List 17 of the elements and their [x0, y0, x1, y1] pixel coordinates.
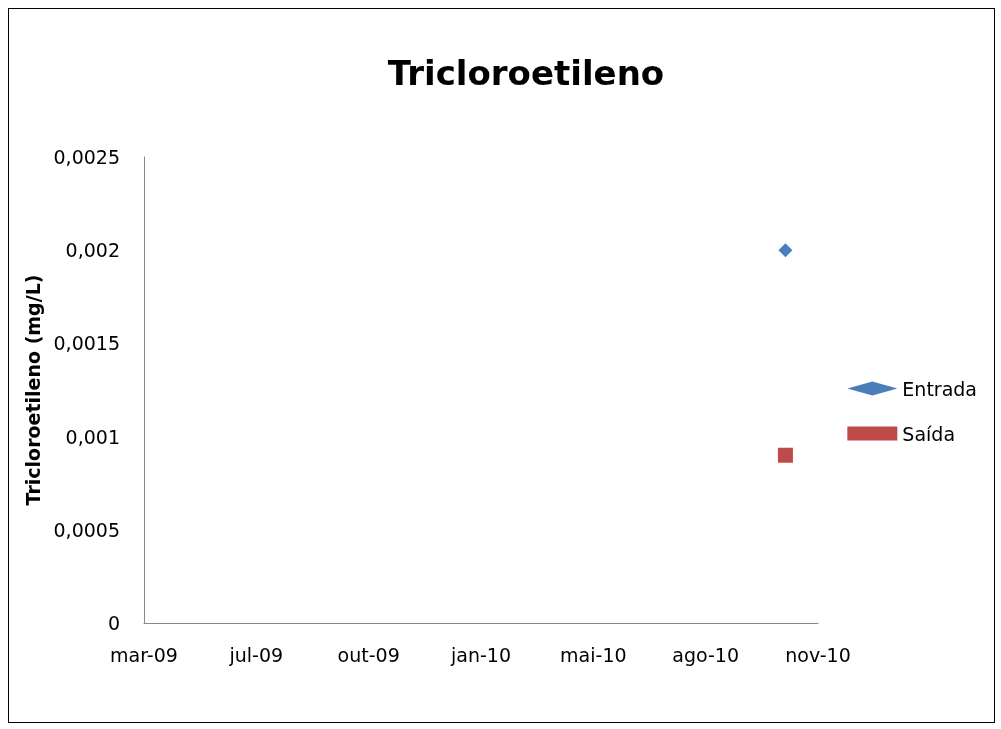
y-tick-label: 0,002 — [65, 239, 120, 262]
x-tick-label: ago-10 — [672, 643, 740, 666]
y-tick-label: 0,0025 — [53, 146, 120, 168]
y-tick-label: 0,001 — [65, 425, 120, 448]
y-tick-label: 0,0015 — [53, 332, 120, 355]
legend-label: Entrada — [902, 377, 977, 400]
x-tick-label: jul-09 — [228, 643, 284, 666]
x-tick-label: nov-10 — [785, 643, 851, 666]
x-tick-label: mar-09 — [110, 643, 178, 666]
x-tick-label: out-09 — [337, 643, 400, 666]
legend-label: Saída — [902, 422, 956, 445]
x-tick-label: jan-10 — [450, 643, 511, 666]
x-tick-label: mai-10 — [560, 643, 627, 666]
y-axis-title: Tricloroetileno (mg/L) — [22, 274, 45, 506]
chart-title: Tricloroetileno — [387, 53, 665, 93]
y-tick-label: 0 — [107, 612, 120, 634]
y-tick-label: 0,0005 — [53, 518, 120, 541]
